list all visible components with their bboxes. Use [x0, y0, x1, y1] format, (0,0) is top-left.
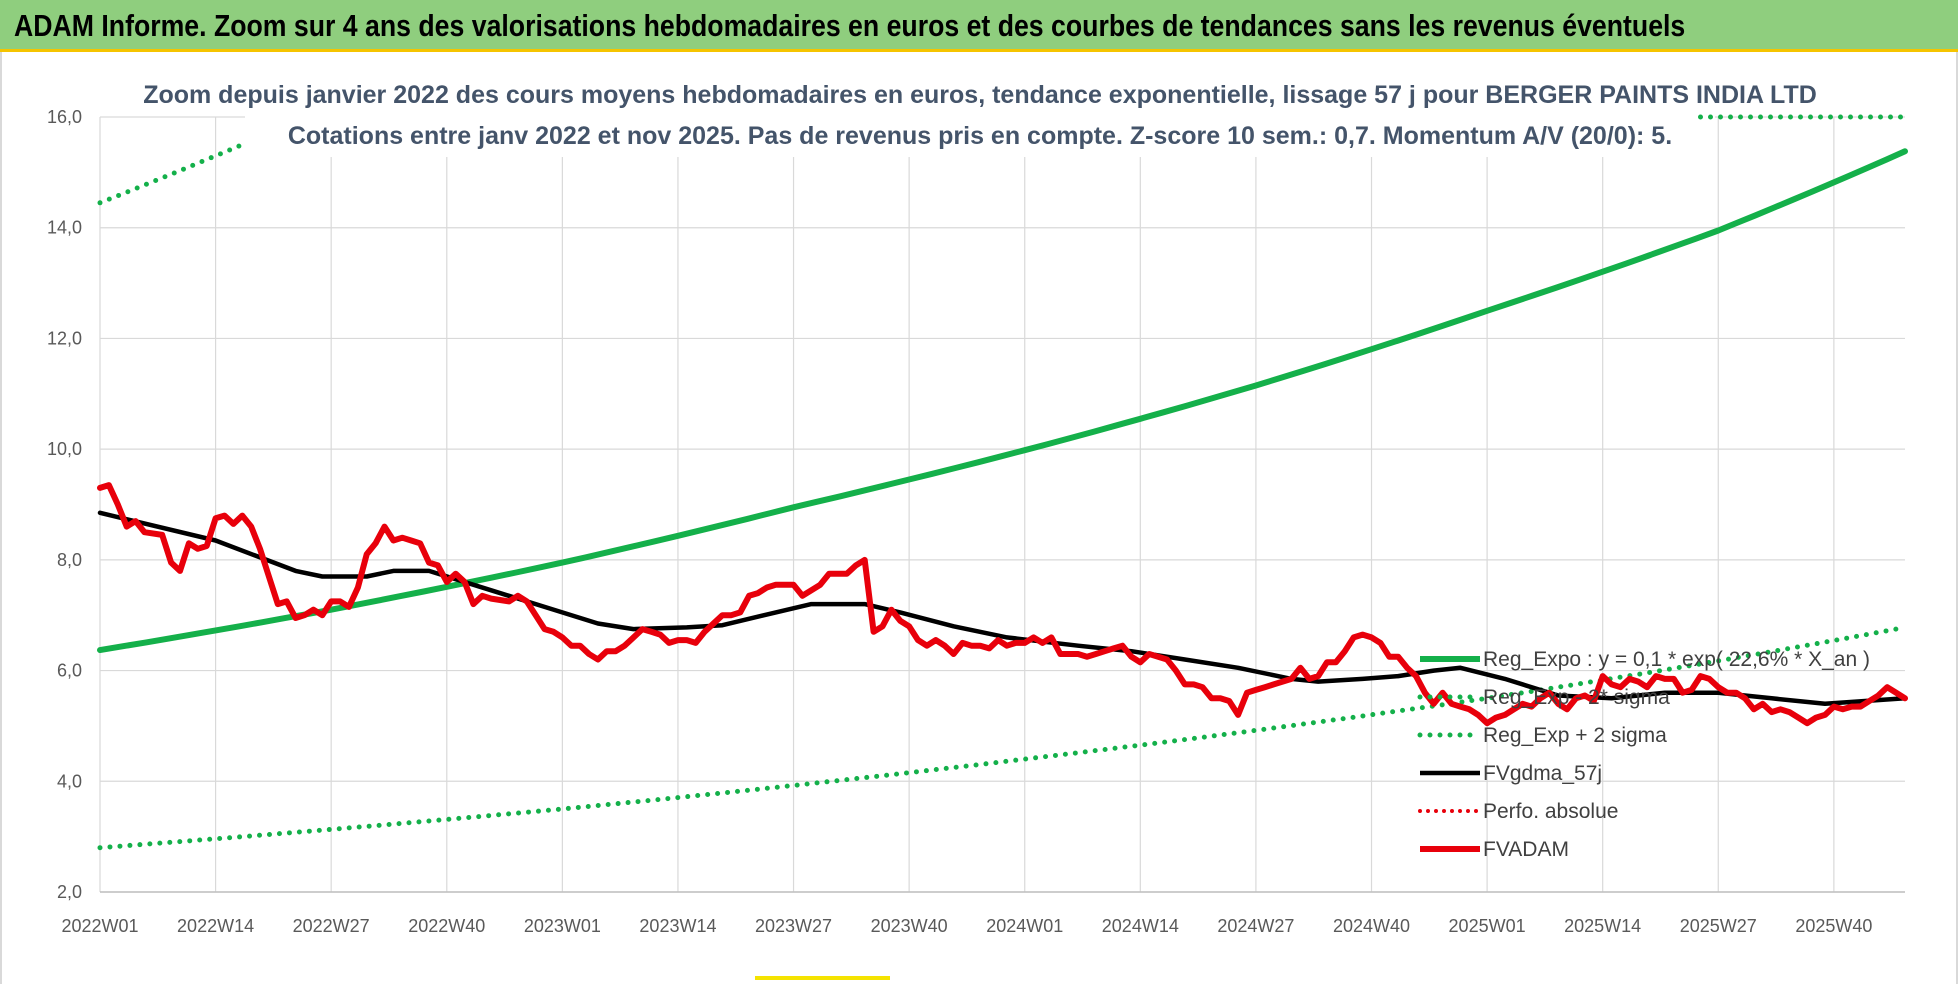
- x-axis: 2022W01 2022W14 2022W27 2022W40 2023W01 2023W…: [61, 916, 1872, 936]
- x-tick-label: 2023W14: [639, 916, 716, 936]
- x-tick-label: 2023W40: [871, 916, 948, 936]
- chart-frame: [0, 52, 1958, 984]
- x-tick-label: 2025W14: [1564, 916, 1641, 936]
- bottom-accent: [755, 976, 890, 980]
- x-tick-label: 2022W40: [408, 916, 485, 936]
- legend-label: FVADAM: [1483, 838, 1569, 861]
- legend-label: Perfo. absolue: [1483, 800, 1618, 823]
- y-tick-label: 10,0: [47, 439, 82, 459]
- x-tick-label: 2022W01: [61, 916, 138, 936]
- legend-label: Reg_Exp + 2 sigma: [1483, 724, 1667, 747]
- series-solid-black: [97, 510, 1908, 707]
- legend-label: FVgdma_57j: [1483, 762, 1602, 785]
- y-tick-label: 4,0: [57, 771, 82, 791]
- y-tick-label: 14,0: [47, 218, 82, 238]
- x-tick-label: 2023W01: [524, 916, 601, 936]
- legend-label: Reg_Exp - 2* sigma: [1483, 686, 1670, 709]
- legend: Reg_Expo : y = 0,1 * exp( 22,6% * X_an )…: [1417, 648, 1870, 861]
- x-tick-label: 2024W14: [1102, 916, 1179, 936]
- report-banner: ADAM Informe. Zoom sur 4 ans des valoris…: [0, 0, 1958, 52]
- x-tick-label: 2022W27: [293, 916, 370, 936]
- series-solid-green: [97, 148, 1908, 654]
- series-solid-red: [97, 482, 1908, 727]
- x-tick-label: 2025W01: [1449, 916, 1526, 936]
- y-axis: 2,0 4,0 6,0 8,0 10,0 12,0 14,0 16,0: [47, 107, 82, 902]
- y-tick-label: 16,0: [47, 107, 82, 127]
- x-tick-label: 2024W27: [1217, 916, 1294, 936]
- chart-title-box: [245, 72, 1715, 157]
- grid: [99, 116, 1905, 893]
- y-tick-label: 2,0: [57, 882, 82, 902]
- report-title: ADAM Informe. Zoom sur 4 ans des valoris…: [14, 8, 1686, 43]
- y-tick-label: 6,0: [57, 661, 82, 681]
- series-dotted-green: [97, 624, 1908, 851]
- chart-title-line-2: Cotations entre janv 2022 et nov 2025. P…: [288, 122, 1672, 150]
- legend-label: Reg_Expo : y = 0,1 * exp( 22,6% * X_an ): [1483, 648, 1870, 671]
- y-tick-label: 12,0: [47, 328, 82, 348]
- chart-title-line-1: Zoom depuis janvier 2022 des cours moyen…: [143, 81, 1817, 109]
- x-tick-label: 2025W40: [1795, 916, 1872, 936]
- x-tick-label: 2025W27: [1680, 916, 1757, 936]
- x-tick-label: 2024W01: [986, 916, 1063, 936]
- series-layer: [97, 114, 1908, 851]
- x-tick-label: 2023W27: [755, 916, 832, 936]
- series-dotted-green: [97, 142, 245, 206]
- x-tick-label: 2022W14: [177, 916, 254, 936]
- x-tick-label: 2024W40: [1333, 916, 1410, 936]
- y-tick-label: 8,0: [57, 550, 82, 570]
